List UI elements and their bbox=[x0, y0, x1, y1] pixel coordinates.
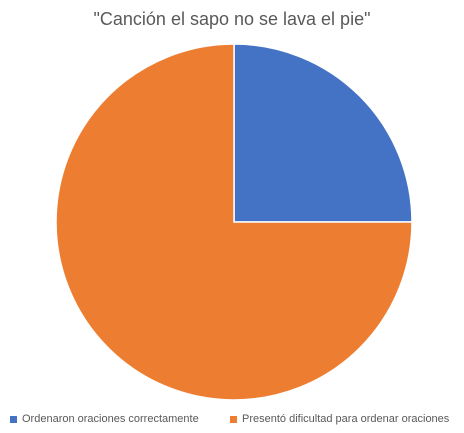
legend: Ordenaron oraciones correctamente Presen… bbox=[0, 413, 464, 429]
chart-title: "Canción el sapo no se lava el pie" bbox=[93, 9, 371, 29]
legend-label-correct: Ordenaron oraciones correctamente bbox=[22, 413, 199, 425]
legend-label-difficulty: Presentó dificultad para ordenar oracion… bbox=[242, 413, 450, 425]
legend-entry-correct: Ordenaron oraciones correctamente bbox=[10, 413, 199, 425]
legend-swatch-difficulty bbox=[230, 415, 237, 423]
pie-slice-difficulty bbox=[55, 43, 413, 401]
legend-swatch-correct bbox=[10, 415, 17, 423]
legend-entry-difficulty: Presentó dificultad para ordenar oracion… bbox=[230, 413, 449, 425]
pie-slices bbox=[55, 43, 413, 401]
pie-slice-correct bbox=[233, 43, 413, 223]
